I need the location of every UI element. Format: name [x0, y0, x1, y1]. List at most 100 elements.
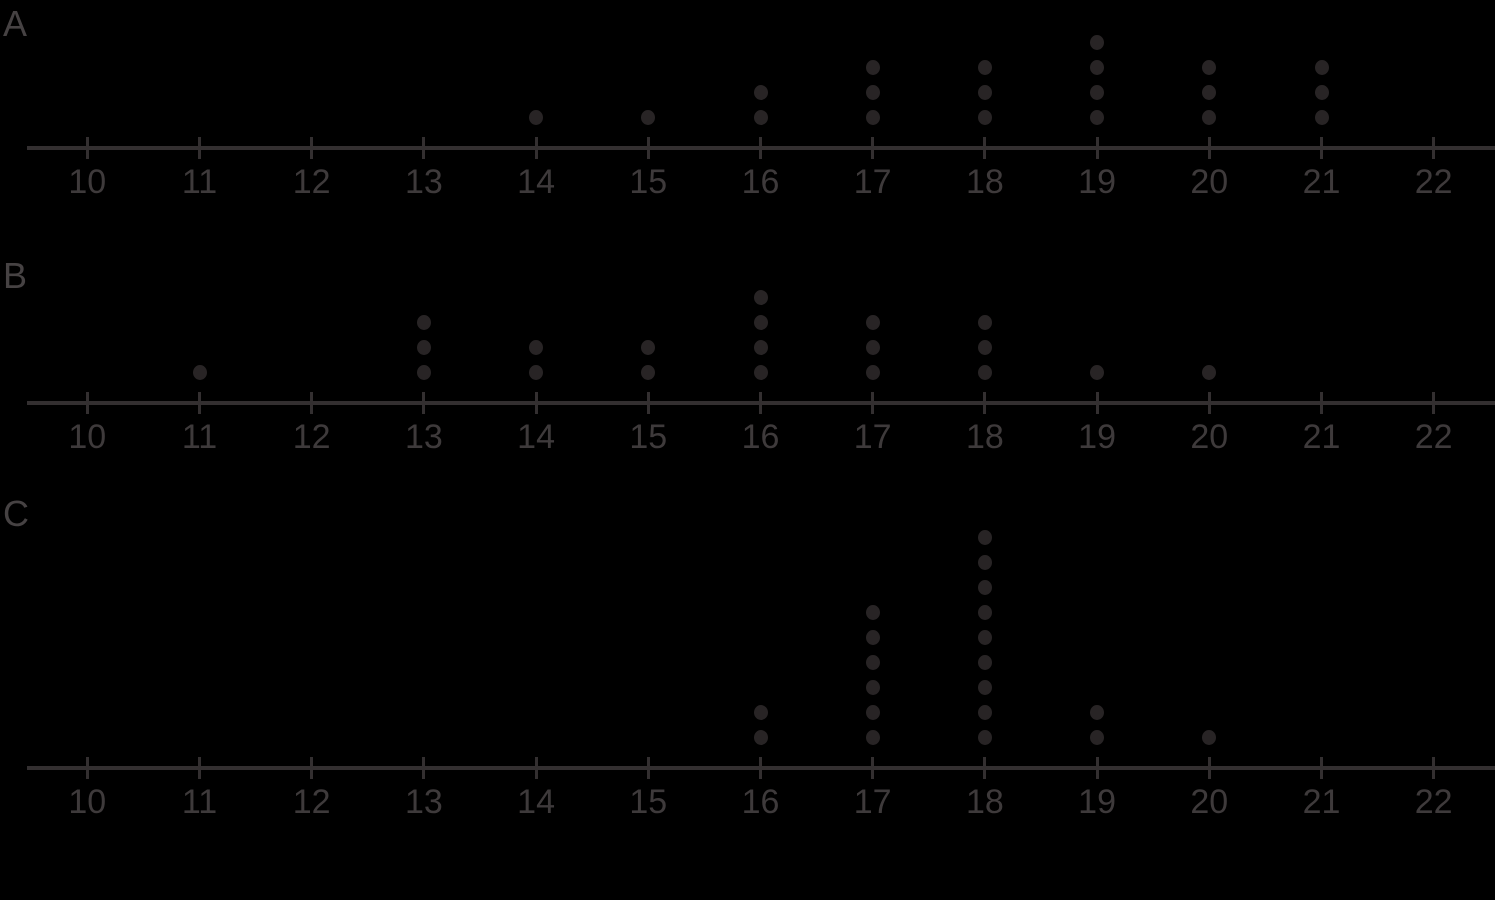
data-dot: [977, 84, 992, 100]
data-dot: [977, 629, 992, 645]
tick-label: 11: [181, 418, 218, 456]
tick-mark: [198, 137, 201, 159]
tick-label: 16: [741, 783, 780, 821]
data-dot: [977, 529, 992, 545]
tick-mark: [310, 392, 314, 414]
tick-mark: [422, 392, 426, 414]
tick-mark: [422, 757, 426, 779]
tick-label: 11: [181, 163, 218, 201]
data-dot: [1202, 59, 1217, 75]
data-dot: [865, 704, 880, 720]
data-dot: [977, 109, 992, 125]
data-dot: [416, 339, 431, 355]
data-dot: [1090, 59, 1105, 75]
tick-label: 21: [1302, 163, 1341, 201]
data-dot: [865, 314, 880, 330]
tick-mark: [759, 137, 762, 159]
data-dot: [529, 339, 544, 355]
tick-label: 13: [404, 783, 443, 821]
data-dot: [753, 289, 768, 305]
data-dot: [1202, 729, 1217, 745]
data-dot: [1314, 59, 1329, 75]
data-dot: [977, 339, 992, 355]
data-dot: [977, 579, 992, 595]
data-dot: [865, 729, 880, 745]
tick-mark: [871, 137, 875, 159]
tick-mark: [310, 757, 314, 779]
data-dot: [977, 679, 992, 695]
data-dot: [416, 314, 431, 330]
tick-mark: [646, 137, 650, 159]
tick-label: 14: [517, 163, 555, 201]
tick-label: 16: [741, 418, 780, 456]
data-dot: [1202, 84, 1217, 100]
data-dot: [865, 679, 880, 695]
data-dot: [865, 109, 880, 125]
tick-mark: [422, 137, 426, 159]
data-dot: [1090, 109, 1105, 125]
tick-mark: [759, 392, 762, 414]
tick-mark: [1095, 392, 1099, 414]
tick-label: 18: [965, 783, 1004, 821]
data-dot: [641, 109, 656, 125]
tick-mark: [1207, 137, 1211, 159]
data-dot: [1090, 34, 1105, 50]
data-dot: [865, 629, 880, 645]
tick-mark: [1432, 392, 1436, 414]
tick-mark: [1432, 137, 1436, 159]
tick-label: 10: [68, 163, 107, 201]
tick-mark: [1207, 757, 1211, 779]
data-dot: [753, 109, 768, 125]
data-dot: [641, 339, 656, 355]
tick-mark: [1095, 137, 1099, 159]
tick-mark: [534, 392, 538, 414]
tick-label: 19: [1078, 418, 1116, 456]
tick-label: 13: [404, 418, 443, 456]
data-dot: [865, 59, 880, 75]
data-dot: [865, 339, 880, 355]
tick-label: 17: [853, 163, 892, 201]
data-dot: [865, 604, 880, 620]
tick-mark: [198, 392, 201, 414]
data-dot: [1090, 84, 1105, 100]
data-dot: [753, 84, 768, 100]
data-dot: [977, 729, 992, 745]
data-dot: [977, 364, 992, 380]
tick-mark: [85, 392, 89, 414]
tick-label: 17: [853, 418, 892, 456]
tick-label: 22: [1414, 783, 1453, 821]
data-dot: [641, 364, 656, 380]
tick-label: 19: [1078, 783, 1116, 821]
tick-label: 10: [68, 783, 107, 821]
data-dot: [1314, 84, 1329, 100]
tick-label: 12: [292, 783, 331, 821]
data-dot: [1090, 364, 1105, 380]
tick-label: 14: [517, 418, 555, 456]
tick-mark: [198, 757, 201, 779]
data-dot: [753, 704, 768, 720]
tick-label: 15: [629, 418, 668, 456]
tick-label: 22: [1414, 418, 1453, 456]
tick-label: 15: [629, 783, 668, 821]
plot-label-c: C: [3, 493, 29, 534]
data-dot: [977, 654, 992, 670]
data-dot: [865, 84, 880, 100]
tick-label: 15: [629, 163, 668, 201]
tick-mark: [983, 757, 987, 779]
data-dot: [1202, 364, 1217, 380]
data-dot: [977, 59, 992, 75]
tick-mark: [1207, 392, 1211, 414]
data-dot: [753, 729, 768, 745]
data-dot: [1090, 729, 1105, 745]
data-dot: [977, 704, 992, 720]
tick-mark: [534, 137, 538, 159]
tick-mark: [310, 137, 314, 159]
tick-label: 20: [1190, 418, 1229, 456]
data-dot: [977, 554, 992, 570]
data-dot: [1314, 109, 1329, 125]
tick-mark: [983, 392, 987, 414]
tick-label: 12: [292, 163, 331, 201]
data-dot: [753, 339, 768, 355]
tick-label: 20: [1190, 163, 1229, 201]
